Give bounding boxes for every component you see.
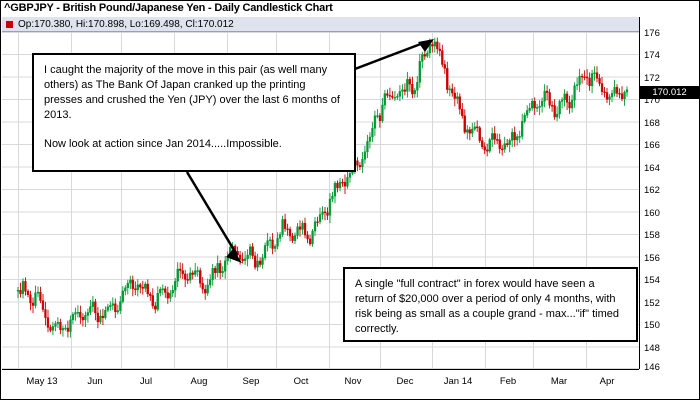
annotation-callout-bottom: A single "full contract" in forex would …: [343, 267, 638, 342]
price-tick: 164: [644, 163, 660, 174]
date-tick: Mar: [550, 376, 568, 387]
date-axis: May 13 Jun Jul Aug Sep Oct Nov Dec Jan 1…: [2, 369, 639, 399]
chart-title: ^GBPJPY - British Pound/Japanese Yen - D…: [4, 2, 333, 14]
date-tick: Nov: [344, 376, 362, 387]
price-tick: 150: [644, 320, 660, 331]
annotation-callout-top: I caught the majority of the move in thi…: [32, 53, 356, 172]
price-tick: 152: [644, 298, 660, 309]
quote-bar: Op:170.380, Hi:170.898, Lo:169.498, Cl:1…: [2, 17, 639, 32]
date-tick: Feb: [499, 376, 517, 387]
quote-ohlc-text: Op:170.380, Hi:170.898, Lo:169.498, Cl:1…: [18, 19, 234, 30]
price-axis: 176 174 172 170 168 166 164 162 160 158 …: [639, 17, 699, 373]
price-tick: 168: [644, 118, 660, 129]
date-tick: Jun: [87, 376, 103, 387]
date-tick: Oct: [293, 376, 309, 387]
price-tick: 174: [644, 50, 660, 61]
date-tick: Aug: [190, 376, 208, 387]
annotation-paragraph-3: A single "full contract" in forex would …: [355, 278, 619, 335]
price-tick: 162: [644, 185, 660, 196]
date-tick: Jan 14: [443, 376, 473, 387]
last-price-badge: 170.012: [640, 86, 699, 99]
price-tick: 176: [644, 28, 660, 39]
date-tick: Dec: [396, 376, 414, 387]
annotation-paragraph-1: I caught the majority of the move in thi…: [44, 64, 340, 121]
series-color-swatch: [6, 21, 13, 28]
annotation-paragraph-2: Now look at action since Jan 2014.....Im…: [44, 138, 282, 150]
price-tick: 156: [644, 253, 660, 264]
price-tick: 172: [644, 73, 660, 84]
date-tick: Jul: [139, 376, 153, 387]
candlestick-series: [16, 37, 629, 338]
date-tick: Sep: [242, 376, 260, 387]
price-tick: 166: [644, 140, 660, 151]
date-tick: Apr: [599, 376, 615, 387]
date-tick: May 13: [26, 376, 58, 387]
price-tick: 148: [644, 343, 660, 354]
price-tick: 170: [644, 95, 660, 106]
price-tick: 158: [644, 230, 660, 241]
price-tick: 146: [644, 362, 660, 373]
price-tick: 154: [644, 275, 660, 286]
price-tick: 160: [644, 208, 660, 219]
